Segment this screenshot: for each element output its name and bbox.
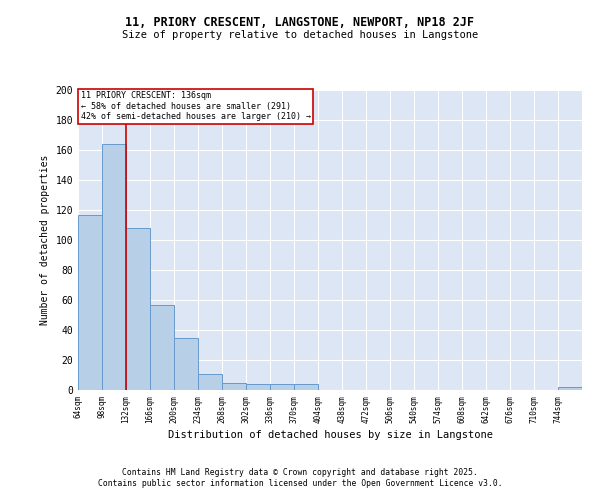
Bar: [102, 144, 126, 390]
Bar: [222, 382, 246, 390]
Bar: [558, 387, 582, 390]
Text: 11, PRIORY CRESCENT, LANGSTONE, NEWPORT, NP18 2JF: 11, PRIORY CRESCENT, LANGSTONE, NEWPORT,…: [125, 16, 475, 29]
Bar: [270, 384, 294, 390]
Text: Contains HM Land Registry data © Crown copyright and database right 2025.: Contains HM Land Registry data © Crown c…: [122, 468, 478, 477]
Text: Size of property relative to detached houses in Langstone: Size of property relative to detached ho…: [122, 30, 478, 40]
Bar: [294, 384, 318, 390]
Bar: [174, 338, 198, 390]
Bar: [78, 214, 102, 390]
Text: 11 PRIORY CRESCENT: 136sqm
← 58% of detached houses are smaller (291)
42% of sem: 11 PRIORY CRESCENT: 136sqm ← 58% of deta…: [80, 92, 311, 122]
Y-axis label: Number of detached properties: Number of detached properties: [40, 155, 50, 325]
X-axis label: Distribution of detached houses by size in Langstone: Distribution of detached houses by size …: [167, 430, 493, 440]
Text: Contains public sector information licensed under the Open Government Licence v3: Contains public sector information licen…: [98, 479, 502, 488]
Bar: [126, 228, 150, 390]
Bar: [198, 374, 222, 390]
Bar: [150, 304, 174, 390]
Bar: [246, 384, 270, 390]
